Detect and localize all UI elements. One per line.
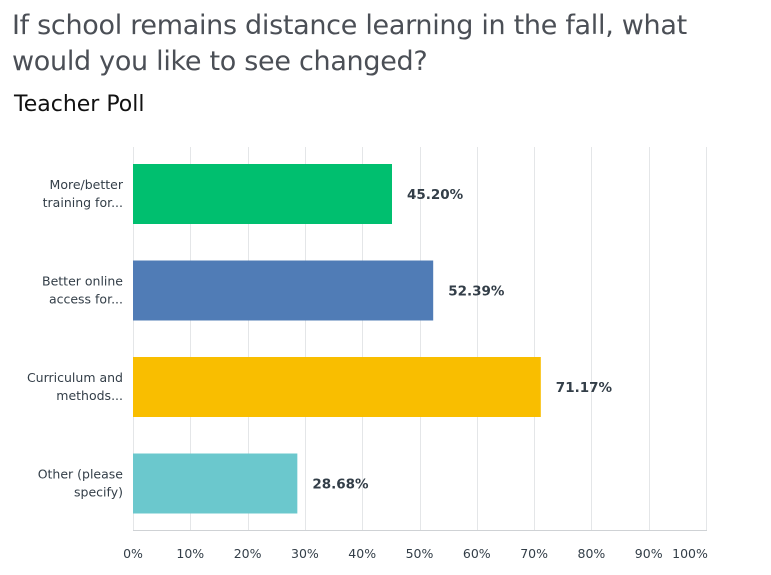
data-label: 52.39% [448,284,505,300]
x-tick-label: 80% [578,546,606,561]
data-label: 71.17% [556,380,613,396]
category-label: More/better [50,177,124,192]
question-title: If school remains distance learning in t… [12,10,687,77]
x-tick-label: 40% [348,546,376,561]
x-tick-label: 90% [635,546,663,561]
bar [133,453,298,514]
poll-subtitle: Teacher Poll [14,92,145,117]
data-label: 28.68% [312,477,369,493]
category-label: Better online [42,274,123,289]
x-tick-label: 70% [520,546,548,561]
x-tick-label: 50% [406,546,434,561]
x-tick-label: 30% [291,546,319,561]
x-tick-label: 0% [123,546,143,561]
x-tick-label: 20% [234,546,262,561]
x-tick-label: 10% [176,546,204,561]
category-label: Curriculum and [27,370,123,385]
category-label: access for... [49,292,123,307]
bar [133,357,541,417]
x-tick-label: 60% [463,546,491,561]
category-label: methods... [56,388,123,403]
category-label: Other (please [38,467,124,482]
bar [133,164,392,224]
x-tick-label: 100% [672,546,708,561]
bar [133,260,434,321]
category-label: training for... [43,195,123,210]
category-label: specify) [74,485,123,500]
data-label: 45.20% [407,187,464,203]
